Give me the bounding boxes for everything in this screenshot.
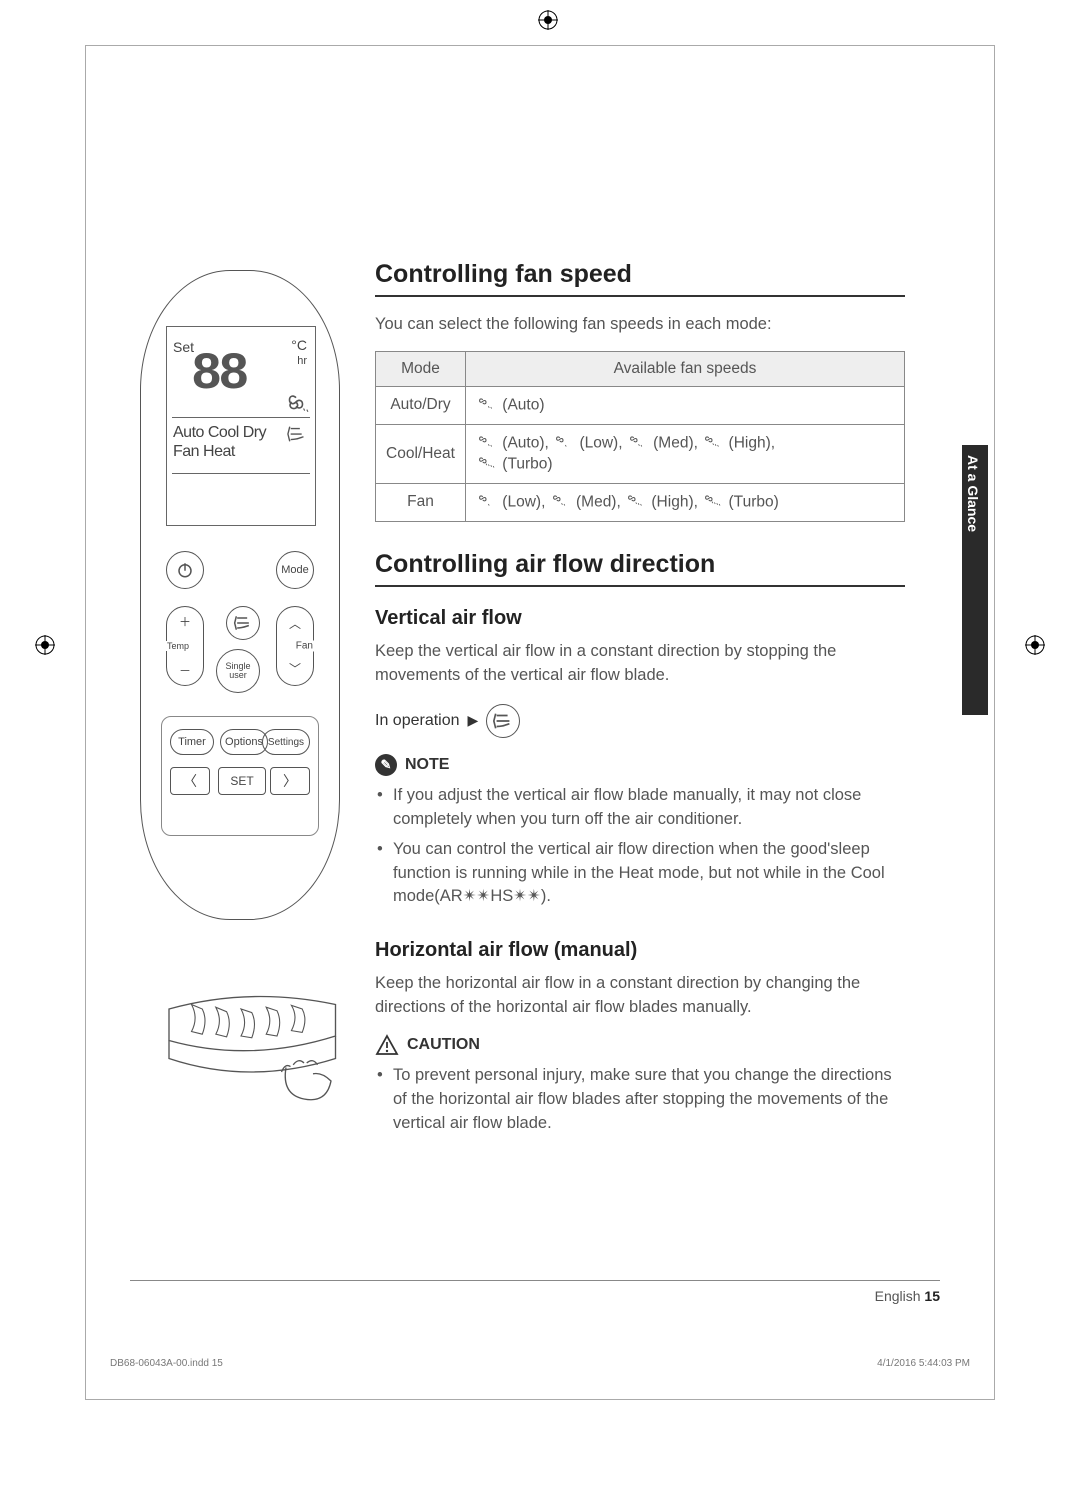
- fan-icon: [476, 395, 496, 416]
- fan-speed-table: Mode Available fan speeds Auto/Dry (Auto…: [375, 351, 905, 522]
- settings-button[interactable]: Settings: [262, 729, 310, 755]
- chevron-right-icon: 〉: [283, 771, 297, 791]
- table-row: Auto/Dry (Auto): [376, 386, 905, 424]
- power-button[interactable]: [166, 551, 204, 589]
- fan-icon: [553, 433, 573, 454]
- note-heading: ✎ NOTE: [375, 754, 905, 776]
- table-header-row: Mode Available fan speeds: [376, 351, 905, 386]
- set-button[interactable]: SET: [218, 767, 266, 795]
- swing-button[interactable]: [226, 606, 260, 640]
- fan-button[interactable]: ︿ Fan ﹀: [276, 606, 314, 686]
- caution-heading: CAUTION: [375, 1034, 905, 1056]
- display-unit-c: °C: [291, 337, 307, 353]
- speeds-cell: (Auto): [466, 386, 905, 424]
- louver-illustration: [160, 980, 340, 1110]
- timer-button[interactable]: Timer: [170, 729, 214, 755]
- horizontal-body: Keep the horizontal air flow in a consta…: [375, 972, 905, 1020]
- fan-icon: [476, 454, 496, 475]
- col-mode: Mode: [376, 351, 466, 386]
- fan-icon: [702, 492, 722, 513]
- fan-icon: [702, 433, 722, 454]
- modes-line1: Auto Cool Dry: [173, 423, 266, 442]
- footer-page: English 15: [875, 1288, 940, 1304]
- swing-icon: [287, 423, 309, 450]
- heading-vertical: Vertical air flow: [375, 607, 905, 630]
- operation-line: In operation ▶: [375, 704, 905, 738]
- fan-icon: [625, 492, 645, 513]
- in-operation-label: In operation: [375, 712, 460, 730]
- main-column: Controlling fan speed You can select the…: [375, 260, 905, 1142]
- remote-illustration: Set 88 °C hr Auto Cool Dry Fan Heat: [140, 270, 340, 920]
- mode-cell: Fan: [376, 483, 466, 521]
- note-list: If you adjust the vertical air flow blad…: [375, 784, 905, 910]
- right-button[interactable]: 〉: [270, 767, 310, 795]
- fan-icon: [550, 492, 570, 513]
- arrow-icon: ▶: [468, 712, 479, 729]
- section-tab-label: At a Glance: [965, 455, 981, 532]
- remote-display: Set 88 °C hr Auto Cool Dry Fan Heat: [166, 326, 316, 526]
- single-user-button[interactable]: Single user: [216, 649, 260, 693]
- heading-fan-speed: Controlling fan speed: [375, 260, 905, 297]
- mode-cell: Auto/Dry: [376, 386, 466, 424]
- options-button[interactable]: Options: [220, 729, 268, 755]
- fan-speed-intro: You can select the following fan speeds …: [375, 313, 905, 337]
- temp-button[interactable]: ＋ Temp －: [166, 606, 204, 686]
- list-item: To prevent personal injury, make sure th…: [375, 1064, 905, 1136]
- remote-bottom-panel: Timer Options Settings 〈 SET 〉: [161, 716, 319, 836]
- remote-body: Set 88 °C hr Auto Cool Dry Fan Heat: [140, 270, 340, 920]
- table-row: Fan (Low), (Med), (High), (Turbo): [376, 483, 905, 521]
- minus-icon: －: [179, 662, 191, 679]
- heading-air-flow: Controlling air flow direction: [375, 550, 905, 587]
- crop-mark-right: [1025, 635, 1045, 655]
- mode-cell: Cool/Heat: [376, 424, 466, 483]
- table-row: Cool/Heat (Auto), (Low), (Med), (High), …: [376, 424, 905, 483]
- fan-icon: [476, 492, 496, 513]
- list-item: You can control the vertical air flow di…: [375, 838, 905, 910]
- footer-timestamp: 4/1/2016 5:44:03 PM: [877, 1358, 970, 1369]
- col-speeds: Available fan speeds: [466, 351, 905, 386]
- footer-file: DB68-06043A-00.indd 15: [110, 1358, 223, 1369]
- note-icon: ✎: [375, 754, 397, 776]
- speeds-cell: (Auto), (Low), (Med), (High), (Turbo): [466, 424, 905, 483]
- vertical-body: Keep the vertical air flow in a constant…: [375, 640, 905, 688]
- mode-button[interactable]: Mode: [276, 551, 314, 589]
- modes-line2: Fan Heat: [173, 442, 266, 461]
- crop-mark-top: [538, 10, 558, 30]
- caution-icon: [375, 1034, 399, 1056]
- chevron-left-icon: 〈: [183, 771, 197, 791]
- plus-icon: ＋: [179, 613, 191, 630]
- display-modes: Auto Cool Dry Fan Heat: [173, 423, 266, 461]
- fan-icon: [476, 433, 496, 454]
- speeds-cell: (Low), (Med), (High), (Turbo): [466, 483, 905, 521]
- display-digits: 88: [191, 345, 245, 404]
- list-item: If you adjust the vertical air flow blad…: [375, 784, 905, 832]
- heading-horizontal: Horizontal air flow (manual): [375, 939, 905, 962]
- section-tab: At a Glance: [962, 445, 988, 715]
- crop-mark-left: [35, 635, 55, 655]
- down-icon: ﹀: [289, 660, 301, 677]
- note-label: NOTE: [405, 756, 449, 774]
- caution-list: To prevent personal injury, make sure th…: [375, 1064, 905, 1136]
- footer-rule: [130, 1280, 940, 1281]
- swing-button-inline: [486, 704, 520, 738]
- caution-label: CAUTION: [407, 1036, 480, 1054]
- left-button[interactable]: 〈: [170, 767, 210, 795]
- fan-icon: [283, 389, 309, 420]
- up-icon: ︿: [289, 615, 301, 632]
- fan-icon: [627, 433, 647, 454]
- display-unit-hr: hr: [297, 355, 307, 367]
